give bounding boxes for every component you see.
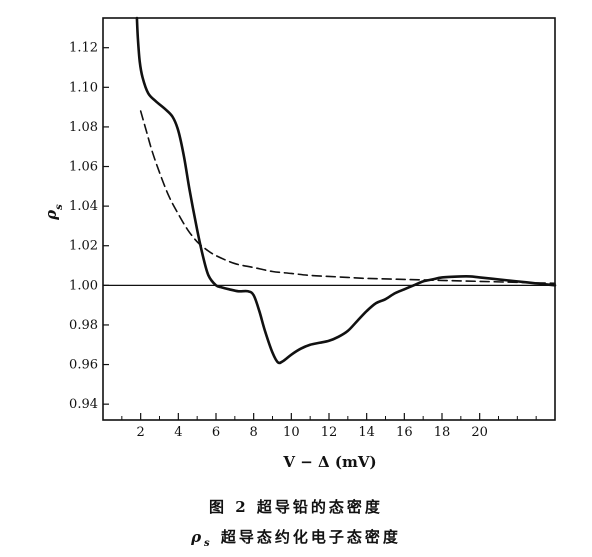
x-tick-label: 20 [471,425,488,440]
y-tick-label: 1.04 [69,199,98,214]
axes-group: 0.94 0.96 0.98 1.00 1.02 1.04 1.06 1.08 1.10 1.12… [69,17,556,440]
caption-rho-symbol: ρs [191,528,213,549]
labels-group: V − Δ (mV) ρs [42,204,377,471]
x-tick-label: 16 [396,425,413,440]
x-tick-label: 14 [358,425,375,440]
y-tick-label: 1.00 [69,278,98,293]
x-axis-label: V − Δ (mV) [282,453,376,471]
y-axis-label: ρs [42,204,65,221]
x-tick-label: 6 [212,425,220,440]
caption-line-2: 超导态约化电子态密度 [212,528,401,546]
series-dashed-line [139,110,556,285]
x-tick-label: 8 [250,425,258,440]
x-tick-label: 18 [434,425,451,440]
y-tick-label: 1.02 [69,239,98,254]
y-tick-label: 0.98 [69,318,98,333]
y-tick-label: 0.94 [69,397,98,412]
x-tick-label: 4 [174,425,182,440]
x-tick-label: 12 [321,425,338,440]
series-group [135,16,557,365]
x-tick-label: 2 [137,425,145,440]
figure-caption: 图 2 超导铅的态密度 [0,496,592,517]
y-tick-label: 1.10 [69,80,98,95]
y-tick-label: 0.96 [69,358,98,373]
plot-frame [102,17,556,421]
caption-line-1: 图 2 超导铅的态密度 [209,498,383,516]
y-tick-label: 1.12 [69,41,98,56]
x-tick-label: 10 [283,425,300,440]
series-solid-line [135,16,557,365]
y-tick-label: 1.06 [69,160,98,175]
figure-subcaption: ρs 超导态约化电子态密度 [0,526,592,549]
y-tick-label: 1.08 [69,120,98,135]
